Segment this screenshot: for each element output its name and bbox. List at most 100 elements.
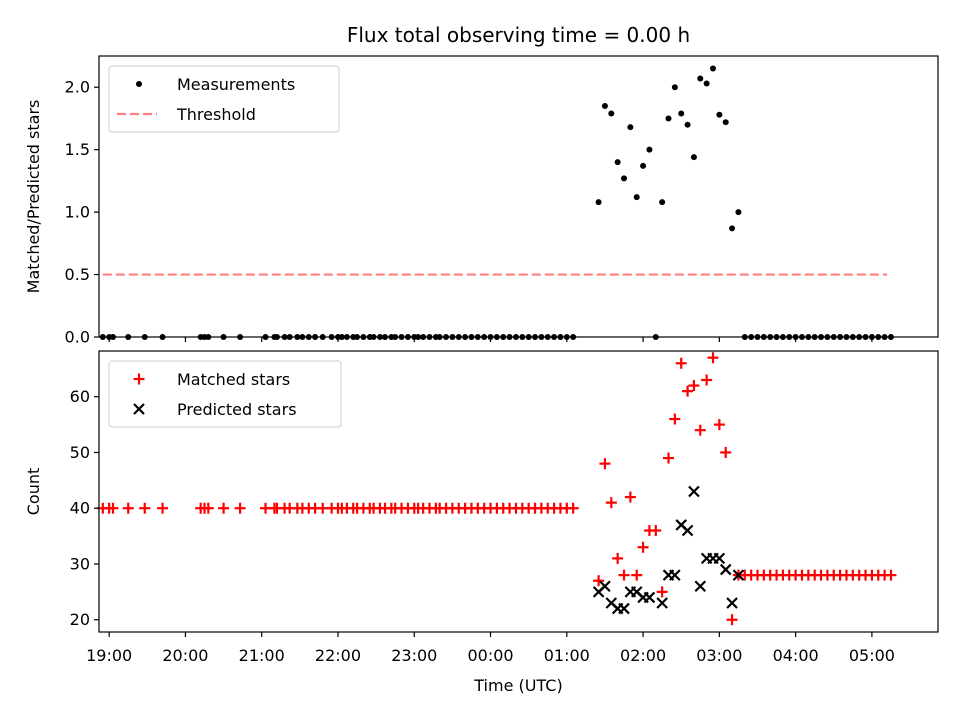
- x-tick-label: 21:00: [239, 646, 285, 665]
- data-point: [107, 502, 119, 514]
- legend: Matched stars Predicted stars: [108, 360, 342, 428]
- x-tick-label: 03:00: [696, 646, 742, 665]
- plot-frame: [98, 350, 939, 633]
- y-tick-label: 60: [70, 387, 90, 406]
- data-point: [605, 497, 617, 509]
- legend-box: [108, 360, 342, 428]
- data-point: [656, 586, 668, 598]
- x-tick-label: 20:00: [162, 646, 208, 665]
- data-point: [669, 569, 681, 581]
- x-tick-label: 22:00: [315, 646, 361, 665]
- y-tick-label: 50: [70, 443, 90, 462]
- data-point: [675, 357, 687, 369]
- data-point: [202, 502, 214, 514]
- data-point: [703, 80, 710, 87]
- legend-plus-marker: [133, 373, 145, 385]
- data-point: [665, 115, 672, 122]
- chart-title: Flux total observing time = 0.00 h: [347, 23, 690, 47]
- x-tick-label: 04:00: [773, 646, 819, 665]
- series-matched-stars: [97, 352, 897, 626]
- data-point: [726, 614, 738, 626]
- data-point: [722, 119, 729, 126]
- x-tick-label: 05:00: [849, 646, 895, 665]
- data-point: [669, 413, 681, 425]
- data-point: [618, 602, 630, 615]
- data-point: [701, 374, 713, 386]
- data-point: [885, 569, 897, 581]
- y-tick-label: 0.5: [65, 265, 90, 284]
- legend-label: Matched stars: [177, 370, 290, 389]
- data-point: [697, 75, 704, 82]
- data-point: [707, 352, 719, 364]
- y-tick-label: 1.5: [65, 140, 90, 159]
- data-point: [735, 209, 742, 216]
- data-point: [671, 84, 678, 91]
- x-tick-label: 00:00: [467, 646, 513, 665]
- x-tick-label: 19:00: [86, 646, 132, 665]
- data-point: [567, 502, 579, 514]
- y-axis-label: Count: [24, 468, 43, 516]
- data-point: [646, 146, 653, 153]
- legend-label: Threshold: [176, 105, 256, 124]
- y-tick-label: 20: [70, 610, 90, 629]
- x-tick-label: 01:00: [544, 646, 590, 665]
- panel-2: 20 30 40 50 60 19:00 20:00 21:00 22:00 23:00 00:00…: [24, 350, 939, 695]
- data-point: [732, 569, 745, 581]
- x-tick-label: 02:00: [620, 646, 666, 665]
- data-point: [621, 175, 628, 182]
- data-point: [593, 575, 605, 587]
- data-point: [637, 541, 649, 553]
- data-point: [157, 502, 169, 514]
- data-point: [688, 380, 700, 392]
- data-point: [690, 154, 697, 161]
- legend-box: [108, 65, 340, 133]
- data-point: [682, 385, 694, 397]
- data-point: [716, 111, 723, 118]
- y-axis-label: Matched/Predicted stars: [24, 100, 43, 294]
- data-point: [633, 194, 640, 201]
- series-predicted-stars: [592, 485, 745, 615]
- data-point: [595, 199, 602, 206]
- data-point: [713, 419, 725, 431]
- data-point: [614, 159, 621, 166]
- data-point: [640, 162, 647, 169]
- y-tick-label: 1.0: [65, 203, 90, 222]
- data-point: [678, 110, 685, 117]
- data-point: [643, 591, 656, 604]
- y-tick-label: 30: [70, 554, 90, 573]
- plot-frame: [98, 55, 939, 338]
- y-tick-label: 40: [70, 499, 90, 518]
- legend-x-marker: [133, 403, 145, 415]
- data-point: [599, 580, 611, 593]
- data-point: [234, 502, 246, 514]
- data-point: [122, 502, 134, 514]
- x-axis-label: Time (UTC): [473, 676, 562, 695]
- data-point: [694, 424, 706, 436]
- data-point: [599, 458, 611, 470]
- data-point: [631, 569, 643, 581]
- data-point: [601, 102, 608, 109]
- data-point: [729, 225, 736, 232]
- data-point: [720, 446, 732, 458]
- data-point: [659, 199, 666, 206]
- data-point: [684, 121, 691, 128]
- panel-1: 0.0 0.5 1.0 1.5 2.0 Matched/Predicted stars Fl…: [24, 23, 939, 347]
- data-point: [719, 563, 732, 576]
- data-point: [656, 597, 668, 609]
- legend-label: Predicted stars: [177, 400, 297, 419]
- data-point: [663, 452, 675, 464]
- data-point: [650, 525, 662, 537]
- y-tick-label: 0.0: [65, 328, 90, 347]
- data-point: [608, 110, 615, 117]
- data-point: [618, 569, 630, 581]
- data-point: [688, 485, 700, 498]
- legend: Measurements Threshold: [108, 65, 340, 133]
- data-point: [612, 552, 624, 564]
- data-point: [218, 502, 230, 514]
- data-point: [139, 502, 151, 514]
- legend-dot-marker: [136, 81, 142, 87]
- data-point: [709, 65, 716, 72]
- data-point: [624, 491, 636, 503]
- legend-label: Measurements: [177, 75, 295, 94]
